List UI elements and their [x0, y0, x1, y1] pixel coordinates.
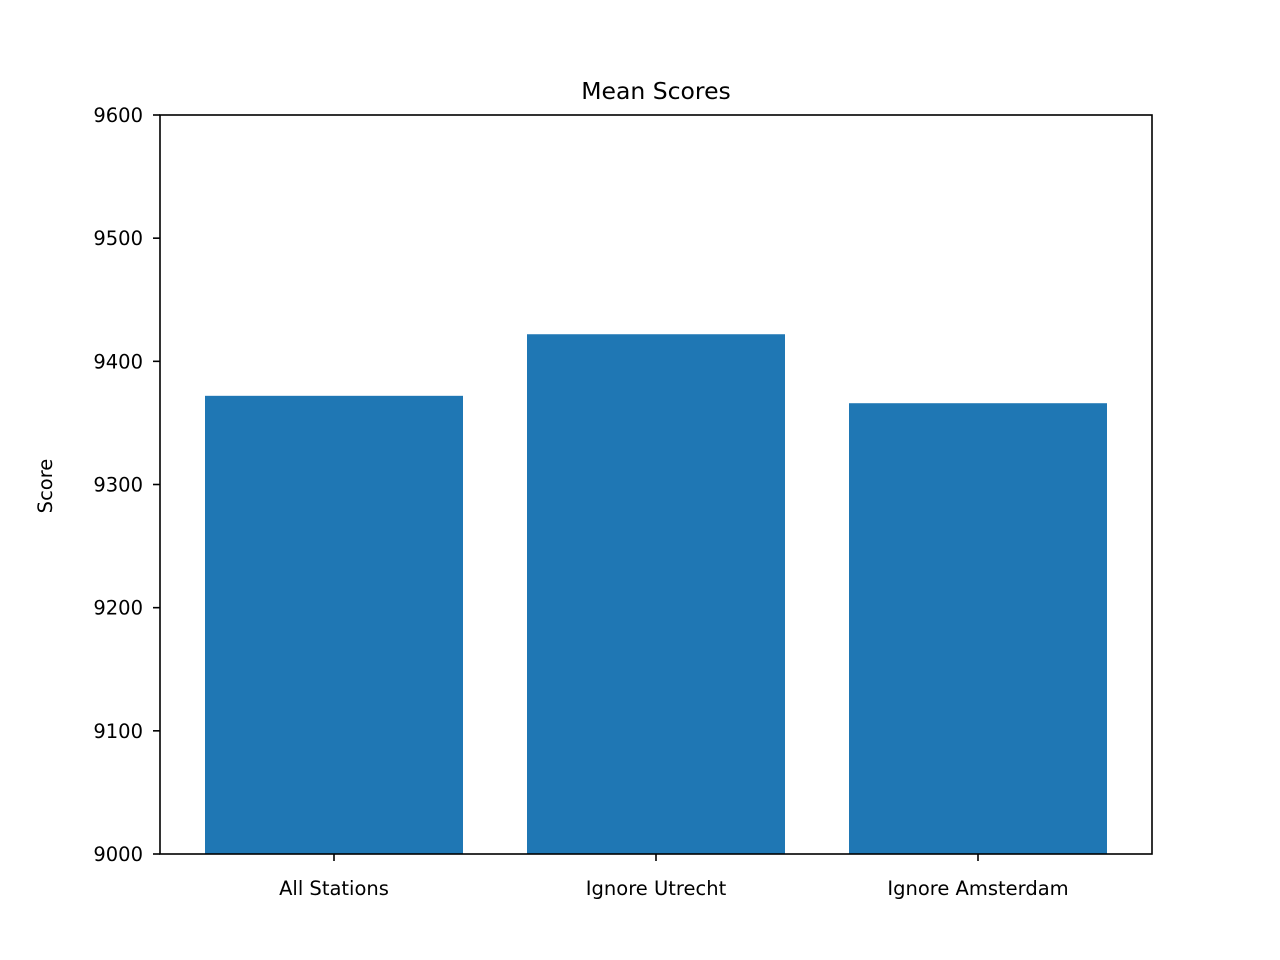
bar-ignore-amsterdam	[849, 403, 1107, 854]
y-tick-label: 9500	[93, 227, 143, 250]
y-tick-label: 9400	[93, 350, 143, 373]
y-tick-label: 9000	[93, 843, 143, 866]
y-tick-label: 9600	[93, 104, 143, 127]
y-ticks-group: 9000 9100 9200 9300 9400 9500 9600	[93, 104, 160, 866]
bars-group	[205, 334, 1107, 854]
y-tick-label: 9100	[93, 720, 143, 743]
y-axis-label: Score	[34, 459, 57, 514]
y-tick-label: 9300	[93, 474, 143, 497]
x-tick-label: Ignore Utrecht	[586, 877, 727, 900]
y-tick-label: 9200	[93, 597, 143, 620]
bar-ignore-utrecht	[527, 334, 785, 854]
plot-frame	[159, 114, 1153, 855]
bar-all-stations	[205, 395, 463, 854]
x-tick-label: Ignore Amsterdam	[887, 877, 1068, 900]
x-ticks-group: All Stations Ignore Utrecht Ignore Amsterd…	[279, 854, 1069, 900]
chart-title: Mean Scores	[581, 77, 731, 105]
x-tick-label: All Stations	[279, 877, 389, 900]
